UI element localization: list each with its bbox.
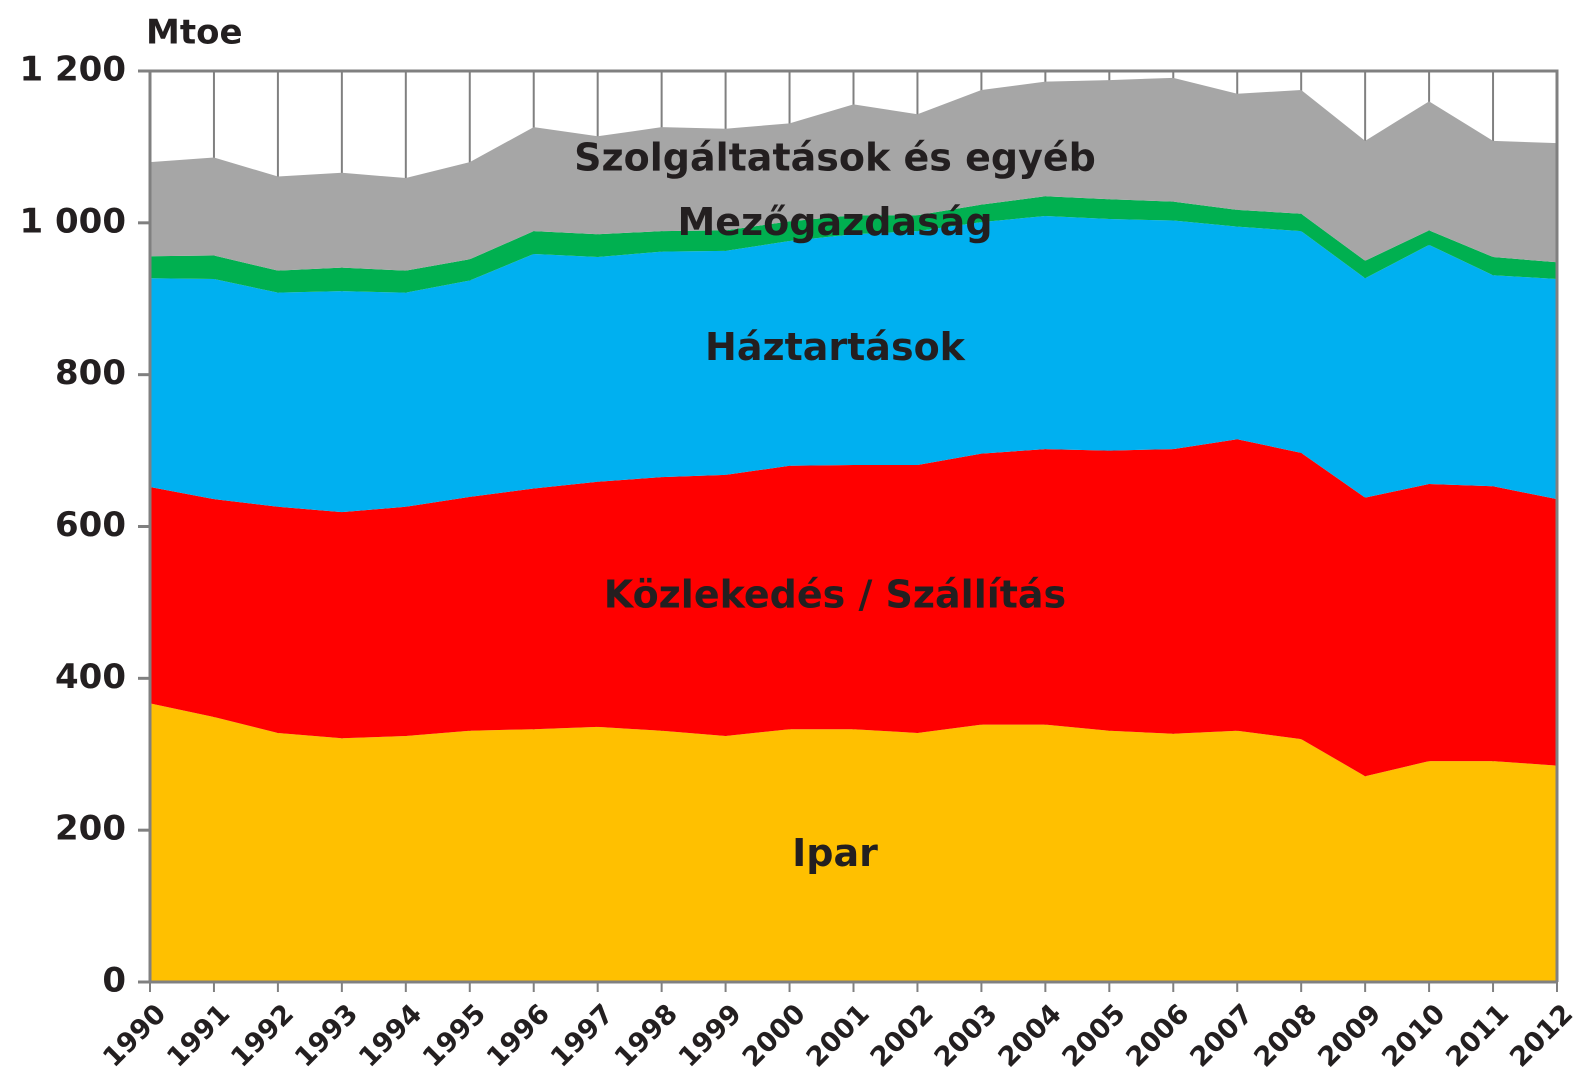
- y-tick-label: 400: [55, 657, 126, 697]
- x-tick-label: 1997: [545, 998, 620, 1073]
- y-tick-label: 0: [102, 961, 126, 1001]
- x-tick-label: 2009: [1312, 998, 1387, 1073]
- y-tick-label: 200: [55, 809, 126, 849]
- x-tick-label: 2011: [1440, 998, 1515, 1073]
- y-tick-label: 800: [55, 353, 126, 393]
- y-axis-label: Mtoe: [146, 13, 243, 53]
- x-tick-label: 2006: [1120, 998, 1195, 1073]
- x-tick-label: 2007: [1184, 998, 1259, 1073]
- x-tick-label: 2002: [865, 998, 940, 1073]
- x-tick-label: 2000: [737, 998, 812, 1073]
- series-label: Ipar: [792, 831, 878, 875]
- x-tick-label: 2004: [993, 998, 1068, 1073]
- x-tick-label: 1991: [161, 998, 236, 1073]
- x-tick-label: 2008: [1248, 998, 1323, 1073]
- area: [150, 196, 1557, 293]
- x-tick-label: 1993: [289, 998, 364, 1073]
- x-tick-label: 2001: [801, 998, 876, 1073]
- area: [150, 439, 1557, 777]
- y-tick-label: 600: [55, 505, 126, 545]
- x-tick-label: 1996: [481, 998, 556, 1073]
- x-tick-label: 1995: [417, 998, 492, 1073]
- area: [150, 703, 1557, 982]
- x-tick-label: 1990: [97, 998, 172, 1073]
- x-tick-label: 1998: [609, 998, 684, 1073]
- series-label: Háztartások: [705, 325, 966, 369]
- x-tick-label: 1999: [673, 998, 748, 1073]
- area: [150, 77, 1557, 271]
- x-tick-label: 2005: [1057, 998, 1132, 1073]
- series-label: Mezőgazdaság: [677, 200, 992, 244]
- area: [150, 216, 1557, 513]
- x-tick-label: 2003: [929, 998, 1004, 1073]
- y-tick-label: 1 000: [20, 201, 126, 241]
- x-tick-label: 2010: [1376, 998, 1451, 1073]
- x-tick-label: 2012: [1504, 998, 1578, 1073]
- series-label: Közlekedés / Szállítás: [604, 573, 1066, 617]
- y-tick-label: 1 200: [20, 50, 126, 90]
- x-tick-label: 1992: [225, 998, 300, 1073]
- x-tick-label: 1994: [353, 998, 428, 1073]
- plot-frame: [150, 69, 1559, 982]
- series-label: Szolgáltatások és egyéb: [574, 135, 1096, 179]
